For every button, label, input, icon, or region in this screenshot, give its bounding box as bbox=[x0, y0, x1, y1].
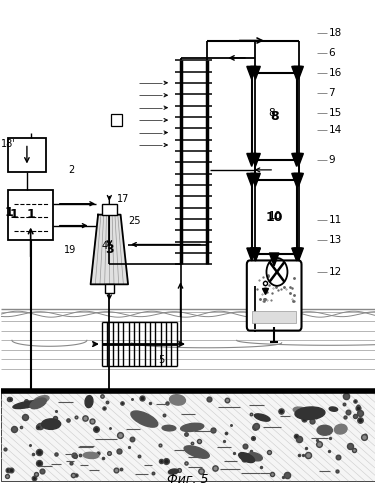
Polygon shape bbox=[292, 248, 302, 261]
Bar bbox=[105, 284, 114, 293]
Text: 11: 11 bbox=[329, 215, 342, 225]
Polygon shape bbox=[247, 248, 256, 261]
Ellipse shape bbox=[168, 469, 179, 474]
Ellipse shape bbox=[30, 398, 46, 409]
Ellipse shape bbox=[239, 453, 255, 463]
Bar bbox=[1, 391, 375, 481]
Polygon shape bbox=[292, 154, 302, 166]
Polygon shape bbox=[247, 66, 256, 79]
Polygon shape bbox=[91, 215, 128, 284]
Ellipse shape bbox=[181, 423, 204, 432]
Polygon shape bbox=[250, 154, 260, 166]
Bar bbox=[111, 114, 123, 126]
Polygon shape bbox=[247, 154, 256, 166]
Text: 17: 17 bbox=[117, 194, 129, 204]
Ellipse shape bbox=[33, 396, 49, 404]
Ellipse shape bbox=[247, 453, 262, 461]
Polygon shape bbox=[292, 173, 302, 186]
Text: 4: 4 bbox=[102, 241, 108, 250]
Text: 15: 15 bbox=[329, 108, 342, 118]
Ellipse shape bbox=[162, 425, 176, 431]
Text: 16: 16 bbox=[329, 68, 342, 78]
Polygon shape bbox=[294, 173, 303, 186]
Text: 1: 1 bbox=[26, 208, 35, 221]
Text: 10: 10 bbox=[268, 211, 282, 221]
Ellipse shape bbox=[131, 411, 158, 427]
Text: 1: 1 bbox=[10, 208, 19, 221]
Ellipse shape bbox=[83, 452, 99, 459]
Polygon shape bbox=[294, 248, 303, 261]
Text: 8: 8 bbox=[268, 108, 275, 118]
Text: 13: 13 bbox=[329, 235, 342, 245]
Text: 5: 5 bbox=[158, 355, 164, 365]
Polygon shape bbox=[269, 253, 279, 266]
Text: 1: 1 bbox=[5, 206, 13, 219]
Text: Фиг. 5: Фиг. 5 bbox=[167, 473, 209, 486]
Text: 18': 18' bbox=[1, 139, 15, 149]
Text: 10: 10 bbox=[265, 211, 283, 224]
Polygon shape bbox=[250, 248, 260, 261]
Bar bbox=[102, 204, 117, 215]
Polygon shape bbox=[250, 248, 260, 261]
Text: 8: 8 bbox=[270, 110, 279, 123]
Ellipse shape bbox=[41, 419, 61, 429]
Ellipse shape bbox=[295, 407, 325, 420]
Ellipse shape bbox=[334, 424, 347, 434]
Text: 25: 25 bbox=[128, 216, 141, 226]
Text: 14: 14 bbox=[329, 125, 342, 135]
Text: 7: 7 bbox=[329, 88, 335, 98]
Text: 12: 12 bbox=[329, 267, 342, 277]
Ellipse shape bbox=[317, 425, 332, 435]
Ellipse shape bbox=[184, 446, 209, 458]
Polygon shape bbox=[292, 66, 302, 79]
Bar bbox=[252, 73, 297, 160]
Bar bbox=[252, 180, 297, 254]
Text: 9: 9 bbox=[329, 155, 335, 165]
Ellipse shape bbox=[13, 401, 41, 409]
Ellipse shape bbox=[170, 395, 185, 405]
Text: 19: 19 bbox=[64, 246, 77, 255]
Ellipse shape bbox=[293, 407, 311, 415]
Polygon shape bbox=[294, 154, 303, 166]
Ellipse shape bbox=[329, 407, 338, 411]
Text: 6: 6 bbox=[329, 48, 335, 58]
Polygon shape bbox=[250, 173, 260, 186]
FancyBboxPatch shape bbox=[247, 260, 302, 331]
Ellipse shape bbox=[85, 396, 93, 408]
Bar bbox=[8, 138, 45, 172]
Text: 2: 2 bbox=[68, 165, 74, 175]
Polygon shape bbox=[250, 66, 260, 79]
Bar bbox=[8, 190, 53, 240]
Text: 3: 3 bbox=[105, 243, 114, 256]
Text: 18: 18 bbox=[329, 28, 342, 38]
Bar bbox=[252, 311, 296, 323]
Polygon shape bbox=[294, 66, 303, 79]
Polygon shape bbox=[247, 173, 256, 186]
Ellipse shape bbox=[254, 414, 270, 421]
